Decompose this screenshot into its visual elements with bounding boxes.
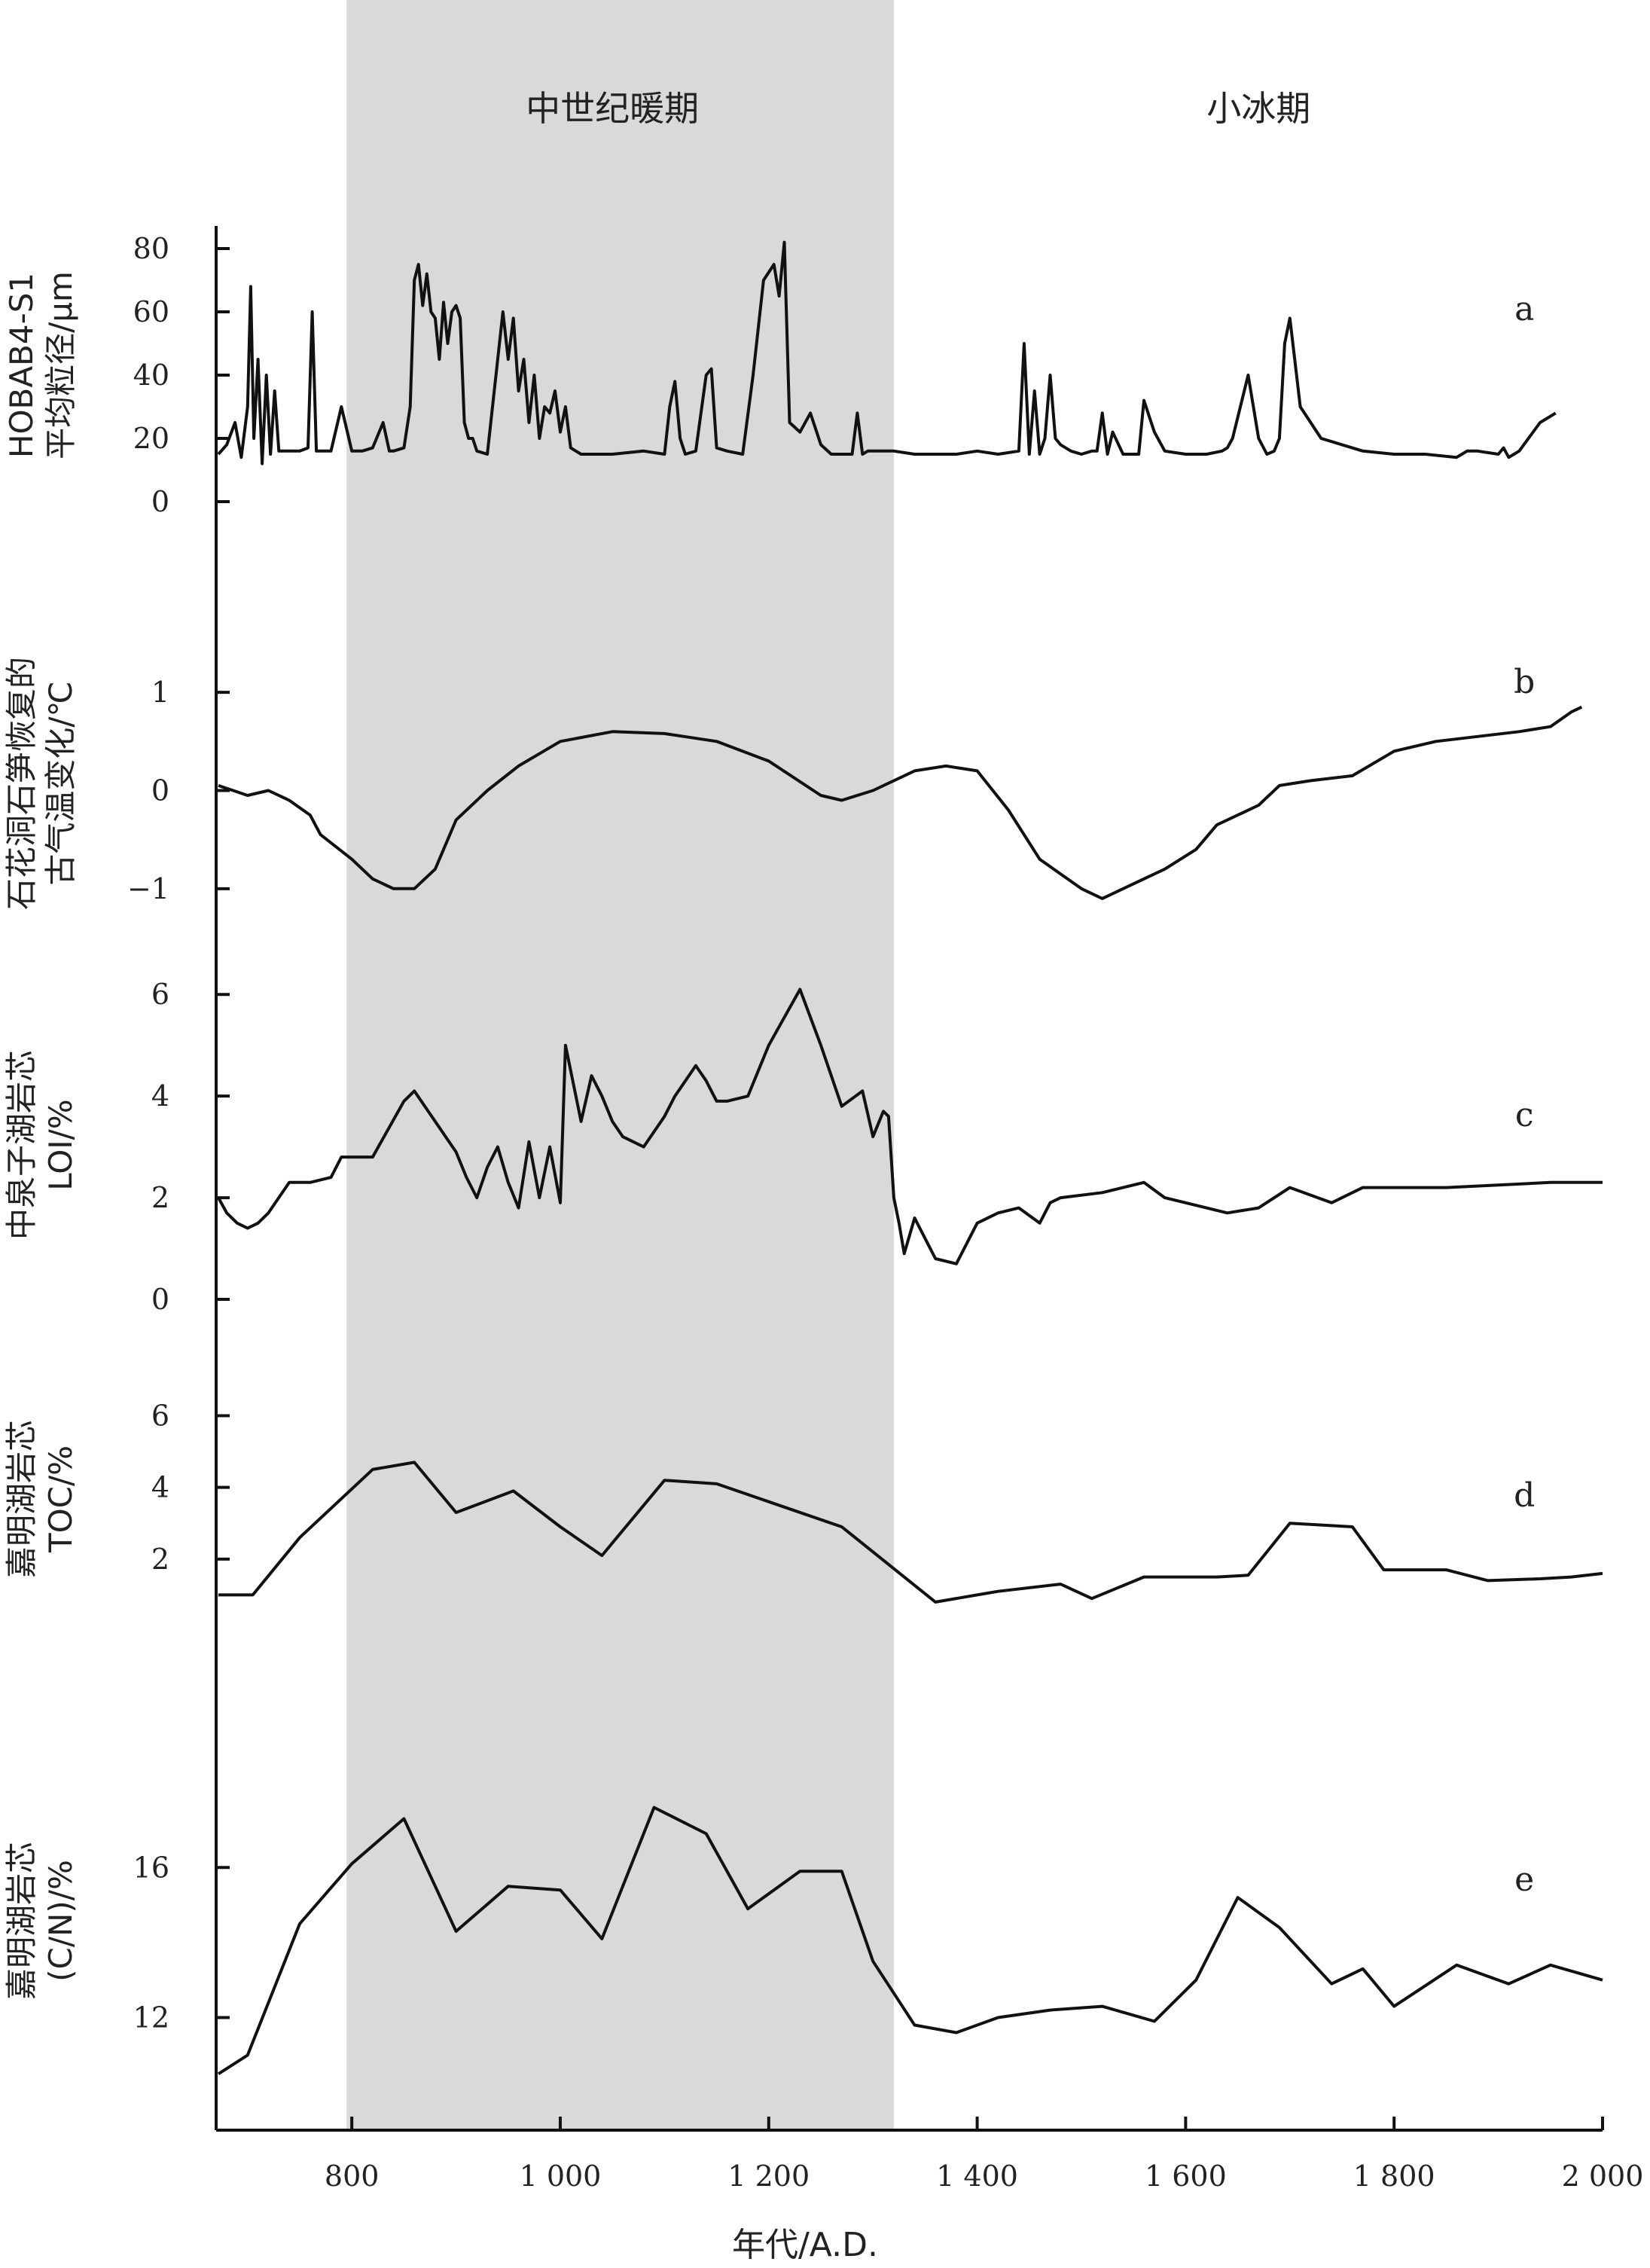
panel-e: 12 16 嘉明湖岩芯(C/N)/% e xyxy=(3,1806,1603,2075)
y-axis-label-line: 平均粒径/μm xyxy=(42,271,79,459)
y-axis-label-a: HOBAB4-S1平均粒径/μm xyxy=(3,271,79,459)
y-tick-label-e: 16 xyxy=(133,1851,169,1884)
panel-letter-a: a xyxy=(1514,290,1534,328)
panel-d: 2 4 6 嘉明湖岩芯TOC/% d xyxy=(3,1400,1603,1604)
panel-b: −1 0 1 石花洞石笋恢复的古气温变化/℃ b xyxy=(3,657,1583,910)
series-line-e xyxy=(217,1806,1603,2075)
y-axis-label-line: HOBAB4-S1 xyxy=(3,273,40,458)
panel-letter-e: e xyxy=(1514,1860,1534,1899)
x-tick-label: 1 600 xyxy=(1145,2160,1227,2193)
y-axis-label-line: (C/N)/% xyxy=(42,1860,79,1982)
y-tick-label-b: 0 xyxy=(151,774,169,807)
panel-letter-b: b xyxy=(1514,663,1535,701)
x-tick-label: 800 xyxy=(325,2160,380,2193)
y-tick-label-a: 0 xyxy=(151,485,169,518)
period-label-layer: 中世纪暖期 小冰期 xyxy=(526,88,1310,129)
y-axis-label-line: LOI/% xyxy=(42,1099,79,1190)
y-tick-label-c: 2 xyxy=(151,1181,169,1214)
y-tick-label-e: 12 xyxy=(133,2001,169,2034)
period-label-little-ice-age: 小冰期 xyxy=(1206,88,1310,129)
y-axis-label-d: 嘉明湖岩芯TOC/% xyxy=(3,1420,79,1578)
y-axis-label-line: 嘉明湖岩芯 xyxy=(3,1420,40,1578)
y-axis-label-line: 古气温变化/℃ xyxy=(42,681,79,885)
series-line-d xyxy=(218,1461,1603,1604)
x-tick-label: 2 000 xyxy=(1562,2160,1644,2193)
y-axis-label-line: TOC/% xyxy=(42,1445,79,1553)
panel-letter-d: d xyxy=(1514,1476,1535,1515)
y-axis-label-c: 中泉子湖岩芯LOI/% xyxy=(3,1050,79,1240)
x-tick-label: 1 200 xyxy=(727,2160,810,2193)
panel-letter-c: c xyxy=(1515,1096,1534,1134)
y-tick-label-a: 20 xyxy=(133,422,169,455)
x-axis-layer: 800 1 000 1 200 1 400 1 600 1 800 2 000 年代/A.D. xyxy=(216,2117,1643,2264)
y-tick-label-c: 4 xyxy=(151,1079,169,1113)
y-tick-label-d: 2 xyxy=(151,1543,169,1576)
y-axis-label-line: 石花洞石笋恢复的 xyxy=(3,657,40,910)
x-tick-label: 1 400 xyxy=(936,2160,1018,2193)
y-axis-label-e: 嘉明湖岩芯(C/N)/% xyxy=(3,1842,79,2000)
series-line-a xyxy=(217,240,1557,466)
series-line-c xyxy=(217,987,1603,1265)
y-tick-label-d: 4 xyxy=(151,1471,169,1504)
y-tick-label-b: −1 xyxy=(127,872,169,905)
y-axis-label-line: 中泉子湖岩芯 xyxy=(3,1050,40,1240)
period-label-medieval-warm: 中世纪暖期 xyxy=(526,88,699,129)
x-axis-label: 年代/A.D. xyxy=(732,2226,878,2264)
panel-c: 0 2 4 6 中泉子湖岩芯LOI/% c xyxy=(3,978,1603,1316)
y-tick-label-c: 6 xyxy=(151,978,169,1011)
medieval-warm-period-shade xyxy=(346,0,894,2130)
y-axis-label-line: 嘉明湖岩芯 xyxy=(3,1842,40,2000)
x-tick-label: 1 800 xyxy=(1353,2160,1435,2193)
y-tick-label-a: 60 xyxy=(133,295,169,328)
series-line-b xyxy=(218,705,1583,900)
y-tick-label-d: 6 xyxy=(151,1400,169,1433)
panel-a: 0 20 40 60 80 HOBAB4-S1平均粒径/μm a xyxy=(3,232,1557,518)
y-tick-label-a: 80 xyxy=(133,232,169,265)
y-axis-label-b: 石花洞石笋恢复的古气温变化/℃ xyxy=(3,657,79,910)
x-tick-label: 1 000 xyxy=(520,2160,602,2193)
y-tick-label-a: 40 xyxy=(133,359,169,392)
y-tick-label-c: 0 xyxy=(151,1283,169,1316)
shaded-period-layer xyxy=(346,0,894,2130)
y-tick-label-b: 1 xyxy=(151,676,169,709)
